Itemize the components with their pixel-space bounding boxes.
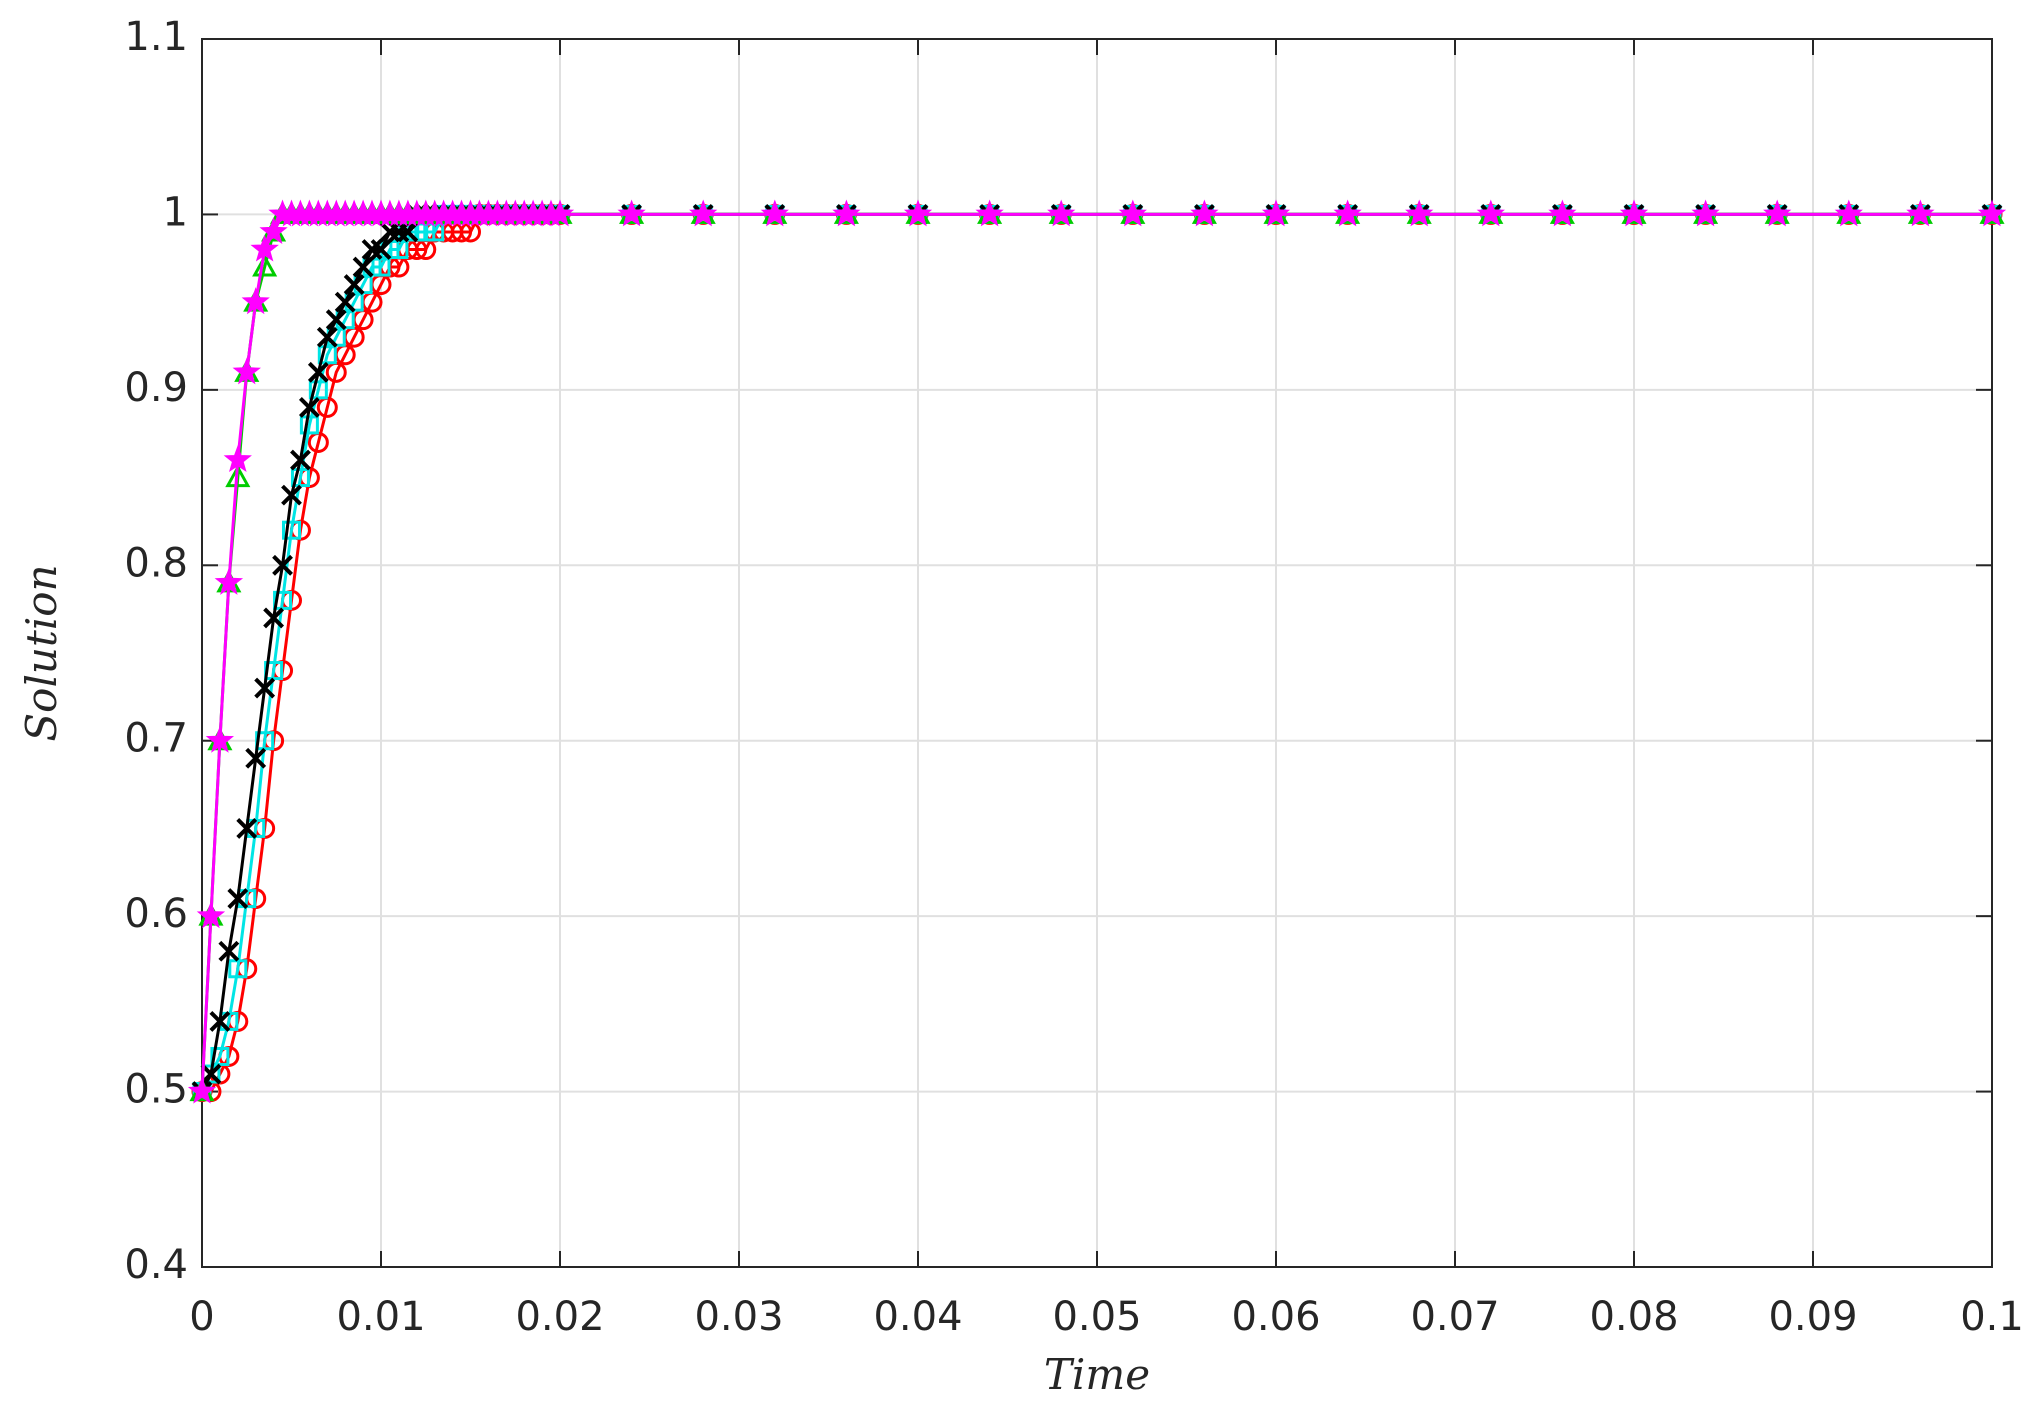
marker xyxy=(1190,199,1219,227)
marker xyxy=(379,221,401,243)
marker xyxy=(832,199,861,227)
marker xyxy=(1763,199,1792,227)
marker xyxy=(1476,199,1505,227)
x-tick-label: 0.02 xyxy=(515,1294,604,1340)
y-tick-label: 0.4 xyxy=(124,1242,188,1288)
marker xyxy=(1261,199,1291,227)
marker xyxy=(1118,199,1147,227)
marker xyxy=(361,239,383,260)
marker xyxy=(196,901,226,929)
marker xyxy=(425,222,445,242)
marker xyxy=(200,1063,222,1085)
x-tick-label: 0.01 xyxy=(336,1294,425,1340)
marker xyxy=(245,747,267,769)
x-tick-label: 0.07 xyxy=(1410,1294,1499,1340)
y-tick-label: 1.1 xyxy=(124,14,188,60)
marker xyxy=(689,199,718,227)
y-axis-label: Solution xyxy=(17,564,66,741)
marker xyxy=(760,199,789,227)
marker xyxy=(1619,199,1649,227)
marker xyxy=(1691,199,1720,227)
x-tick-label: 0.08 xyxy=(1589,1294,1678,1340)
y-tick-label: 0.5 xyxy=(124,1067,188,1113)
marker xyxy=(334,291,356,313)
marker xyxy=(282,520,301,540)
marker xyxy=(250,234,279,262)
x-axis-label: Time xyxy=(1044,1350,1150,1399)
x-tick-label: 0.06 xyxy=(1231,1294,1320,1340)
marker xyxy=(218,940,240,962)
marker xyxy=(290,468,310,488)
marker xyxy=(214,567,244,595)
marker xyxy=(903,199,933,227)
x-tick-label: 0.09 xyxy=(1768,1294,1857,1340)
marker xyxy=(371,257,391,277)
marker xyxy=(263,607,285,629)
marker xyxy=(317,345,337,365)
x-tick-label: 0.03 xyxy=(694,1294,783,1340)
marker xyxy=(236,818,258,839)
marker xyxy=(1333,199,1362,227)
marker xyxy=(1548,199,1577,227)
marker xyxy=(187,1076,217,1104)
marker xyxy=(223,445,252,473)
marker xyxy=(617,199,646,227)
marker xyxy=(325,309,347,331)
marker xyxy=(1834,199,1863,227)
marker xyxy=(343,274,365,296)
marker xyxy=(209,1010,231,1032)
marker xyxy=(1405,199,1434,227)
y-tick-label: 0.9 xyxy=(124,365,188,411)
x-tick-label: 0.1 xyxy=(1960,1294,2024,1340)
marker xyxy=(232,357,261,385)
marker xyxy=(298,396,320,418)
marker xyxy=(210,1046,230,1066)
plot-frame xyxy=(201,38,1993,1268)
marker xyxy=(370,239,392,260)
marker xyxy=(975,199,1004,227)
marker xyxy=(259,217,288,245)
marker xyxy=(225,464,251,488)
marker xyxy=(1906,199,1935,227)
marker xyxy=(252,253,278,277)
marker xyxy=(316,326,338,348)
series xyxy=(187,199,2007,1104)
marker xyxy=(281,484,302,506)
marker xyxy=(272,554,293,576)
y-tick-label: 1 xyxy=(163,189,188,235)
x-tick-label: 0.04 xyxy=(873,1294,962,1340)
marker xyxy=(352,256,374,278)
marker xyxy=(227,888,249,910)
marker xyxy=(1047,199,1076,227)
marker xyxy=(299,415,319,435)
marker xyxy=(1977,199,2007,227)
y-tick-label: 0.6 xyxy=(124,891,188,937)
marker xyxy=(273,590,293,610)
marker xyxy=(397,221,419,243)
marker xyxy=(307,361,329,383)
y-tick-label: 0.7 xyxy=(124,716,188,762)
marker xyxy=(308,380,328,400)
x-tick-label: 0.05 xyxy=(1052,1294,1141,1340)
marker xyxy=(254,677,276,699)
x-tick-label: 0 xyxy=(189,1294,214,1340)
marker xyxy=(228,959,248,979)
marker xyxy=(545,199,575,227)
marker xyxy=(290,449,311,471)
marker xyxy=(389,240,409,260)
marker xyxy=(388,221,410,243)
y-tick-label: 0.8 xyxy=(124,540,188,586)
marker xyxy=(241,287,270,315)
marker xyxy=(205,725,235,753)
